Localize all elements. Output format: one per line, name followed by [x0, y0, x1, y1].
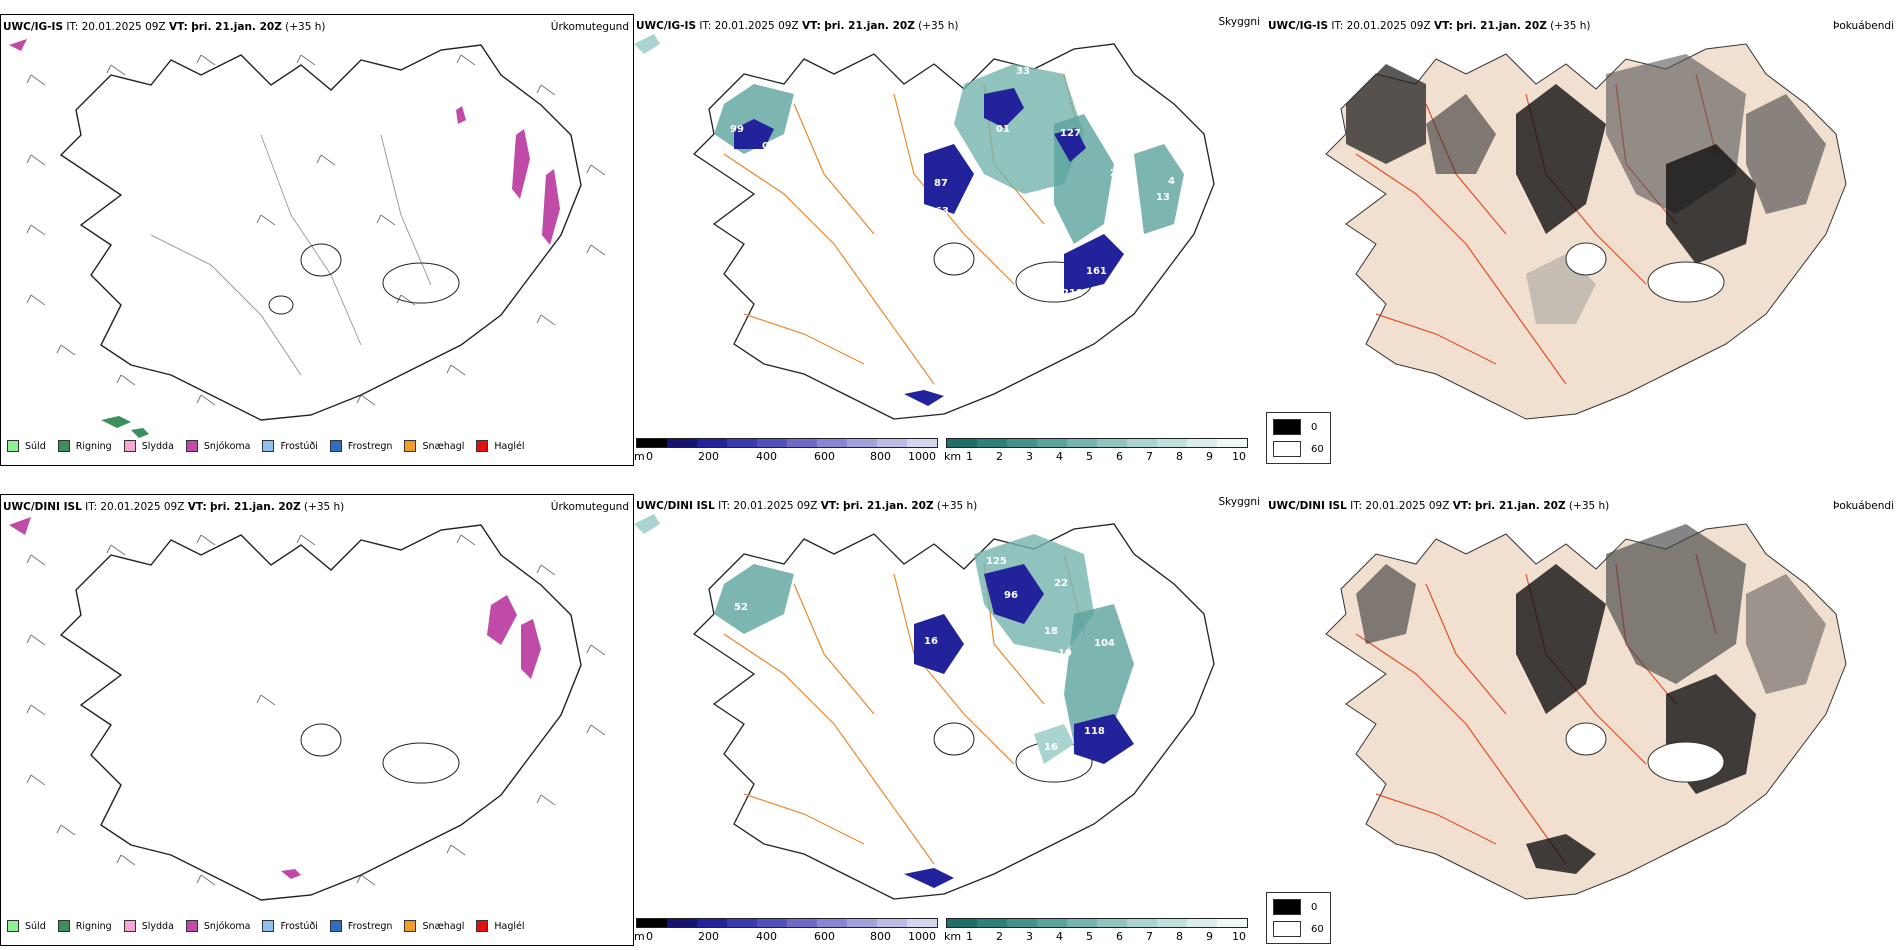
panel-header-top-left: UWC/IG-IS IT: 20.01.2025 09Z VT: þri. 21…	[3, 21, 326, 33]
legend-item-haglel: Haglél	[476, 440, 525, 452]
low-cloud-areas	[634, 34, 1184, 406]
iceland-map-fog-bottom	[1325, 523, 1847, 900]
cloud-label: 23	[1146, 598, 1160, 609]
cloud-label: 19	[1058, 648, 1072, 659]
visibility-panel-top: 99 06 24 163 87 33 01 127 26 161 218 13 …	[634, 14, 1266, 464]
cloud-label: 18	[1044, 626, 1058, 637]
cloud-label: 24	[784, 154, 798, 165]
precip-type-panel-top: UWC/IG-IS IT: 20.01.2025 09Z VT: þri. 21…	[0, 14, 634, 466]
panel-header-bottom-left: UWC/DINI ISL IT: 20.01.2025 09Z VT: þri.…	[3, 501, 345, 513]
cloud-label: 118	[1084, 726, 1105, 737]
fog-legend: 0 60	[1266, 892, 1331, 944]
iceland-map-precip-bottom	[9, 517, 606, 901]
visibility-unit: km	[944, 450, 962, 463]
valid-time: þri. 21.jan. 20Z	[191, 21, 282, 33]
cloud-label: 125	[986, 556, 1007, 567]
cloud-label: 01	[996, 124, 1010, 135]
panel-header-top-right: UWC/IG-IS IT: 20.01.2025 09Z VT: þri. 21…	[1268, 20, 1591, 32]
cloud-label: 161	[1086, 266, 1107, 277]
model-name: UWC/IG-IS	[3, 21, 64, 33]
cloud-label: 22	[1054, 578, 1068, 589]
iceland-map-visibility-top: 99 06 24 163 87 33 01 127 26 161 218 13 …	[634, 34, 1215, 420]
cloud-label: 99	[730, 124, 744, 135]
legend-item-frostregn: Frostregn	[329, 440, 392, 452]
visibility-panel-bottom: 52 19 125 96 22 16 18 19 104 23 118 16 8…	[634, 494, 1266, 944]
cloud-label: 13	[1156, 192, 1170, 203]
cloud-label: 96	[1004, 590, 1018, 601]
cloud-label: 4	[1168, 176, 1175, 187]
init-time-label: IT:	[66, 21, 79, 33]
cloudbase-colorbar: m 0 200 400 600 800 1000	[634, 438, 944, 464]
iceland-coastline	[59, 44, 582, 421]
lead-time: (+35 h)	[285, 21, 326, 33]
cloudbase-unit: m	[634, 450, 645, 463]
cloud-label: 19	[776, 632, 790, 643]
panel-header-bottom-right: UWC/DINI ISL IT: 20.01.2025 09Z VT: þri.…	[1268, 500, 1610, 512]
cloud-label: 87	[934, 178, 948, 189]
precip-type-legend: Súld Rigning Slydda Snjókoma Frostúði Fr…	[7, 440, 537, 452]
legend-item-snaehagl: Snæhagl	[404, 440, 464, 452]
fog-panel-top: UWC/IG-IS IT: 20.01.2025 09Z VT: þri. 21…	[1266, 14, 1898, 464]
valid-time-label: VT:	[168, 21, 188, 33]
legend-item-sudd: Súld	[7, 440, 46, 452]
visibility-title: Skyggni	[1218, 16, 1261, 28]
legend-item-frostudi: Frostúði	[262, 440, 318, 452]
panel-header-bottom-middle: UWC/DINI ISL IT: 20.01.2025 09Z VT: þri.…	[636, 500, 978, 512]
wind-barbs	[26, 54, 606, 406]
cloud-label: 33	[1016, 66, 1030, 77]
fog-panel-bottom: UWC/DINI ISL IT: 20.01.2025 09Z VT: þri.…	[1266, 494, 1898, 944]
fog-shading	[1346, 54, 1826, 324]
legend-item-rigning: Rigning	[57, 440, 112, 452]
cloudbase-colorbar: m 0 200 400 600 800 1000	[634, 918, 944, 944]
iceland-map-fog-top	[1325, 43, 1847, 420]
visibility-colorbar: km 1 2 3 4 5 6 7 8 9 10	[944, 438, 1254, 464]
cloud-label: 06	[762, 141, 776, 152]
cloud-label: 151	[1164, 672, 1185, 683]
cloud-label: 86	[1058, 768, 1072, 779]
cloud-label: 52	[734, 602, 748, 613]
fog-shading	[1356, 524, 1826, 874]
cloud-label: 17	[1134, 244, 1148, 255]
precip-type-title: Úrkomutegund	[550, 21, 629, 33]
cloud-label: 16	[1044, 742, 1058, 753]
precip-type-panel-bottom: UWC/DINI ISL IT: 20.01.2025 09Z VT: þri.…	[0, 494, 634, 946]
legend-item-snjokoma: Snjókoma	[185, 440, 250, 452]
init-time: 20.01.2025 09Z	[81, 21, 166, 33]
cloud-label: 104	[1094, 638, 1115, 649]
iceland-map-precip-top	[9, 39, 606, 438]
visibility-colorbar: km 1 2 3 4 5 6 7 8 9 10	[944, 918, 1254, 944]
cloud-label: 218	[1062, 288, 1083, 299]
cloud-label: 163	[928, 206, 949, 217]
iceland-map-visibility-bottom: 52 19 125 96 22 16 18 19 104 23 118 16 8…	[634, 514, 1215, 900]
cloud-label: 16	[924, 636, 938, 647]
low-cloud-areas	[634, 514, 1134, 888]
legend-item-slydda: Slydda	[123, 440, 174, 452]
panel-header-top-middle: UWC/IG-IS IT: 20.01.2025 09Z VT: þri. 21…	[636, 20, 959, 32]
fog-title: Þokuábendi	[1833, 20, 1894, 32]
cloud-label: 26	[1110, 168, 1124, 179]
fog-legend: 0 60	[1266, 412, 1331, 464]
precip-type-legend: Súld Rigning Slydda Snjókoma Frostúði Fr…	[7, 920, 537, 932]
cloud-label: 127	[1060, 128, 1081, 139]
